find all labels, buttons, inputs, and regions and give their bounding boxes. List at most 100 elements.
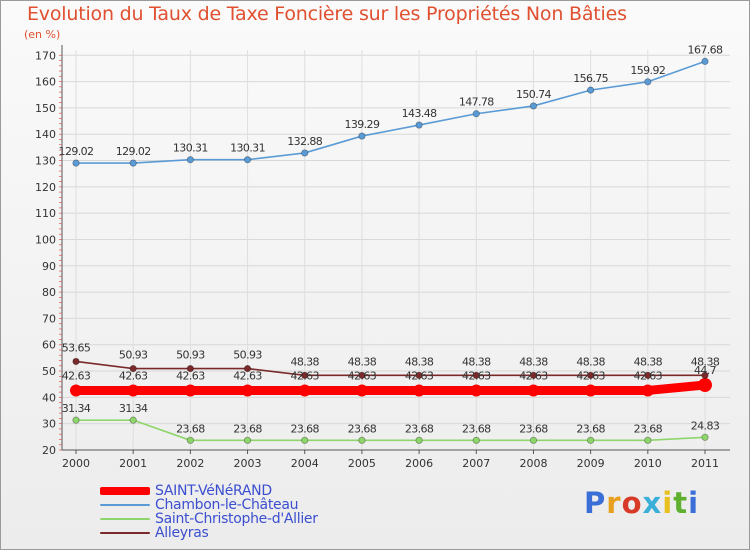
data-point bbox=[355, 384, 368, 397]
chart-unit-label: (en %) bbox=[24, 28, 61, 41]
brand-letter: o bbox=[621, 486, 643, 520]
data-label: 24.83 bbox=[691, 419, 720, 432]
data-point bbox=[72, 416, 80, 424]
data-point bbox=[587, 86, 595, 94]
data-point bbox=[186, 436, 194, 444]
legend-label: SAINT-VéNéRAND bbox=[155, 483, 272, 499]
data-label: 150.74 bbox=[516, 88, 551, 101]
data-label: 42.63 bbox=[634, 369, 663, 382]
data-label: 48.38 bbox=[576, 355, 605, 368]
x-tick-label: 2002 bbox=[176, 457, 204, 470]
series-line bbox=[75, 60, 706, 164]
brand-letter: x bbox=[642, 486, 663, 520]
brand-letter: i bbox=[688, 486, 700, 520]
data-label: 42.63 bbox=[176, 369, 205, 382]
y-tick-label: 50 bbox=[42, 365, 56, 378]
data-point bbox=[472, 436, 480, 444]
data-label: 48.38 bbox=[634, 355, 663, 368]
data-point bbox=[584, 384, 597, 397]
legend-swatch bbox=[100, 518, 150, 520]
x-tick-label: 2011 bbox=[691, 457, 719, 470]
x-tick-label: 2003 bbox=[234, 457, 262, 470]
data-label: 53.65 bbox=[62, 341, 91, 354]
data-point bbox=[641, 384, 654, 397]
data-label: 23.68 bbox=[176, 422, 205, 435]
y-tick-label: 130 bbox=[35, 155, 56, 168]
data-label: 31.34 bbox=[62, 402, 91, 415]
data-point bbox=[72, 357, 80, 366]
data-point bbox=[529, 102, 538, 110]
data-label: 44.7 bbox=[694, 364, 717, 377]
data-point bbox=[701, 57, 709, 65]
legend-swatch bbox=[100, 504, 150, 506]
data-label: 50.93 bbox=[176, 349, 205, 362]
data-label: 50.93 bbox=[119, 349, 148, 362]
data-point bbox=[243, 365, 252, 373]
chart-title: Evolution du Taux de Taxe Foncière sur l… bbox=[27, 3, 627, 25]
data-label: 23.68 bbox=[348, 422, 377, 435]
legend-item: Saint-Christophe-d'Allier bbox=[100, 511, 318, 527]
y-tick-label: 40 bbox=[42, 391, 56, 404]
data-point bbox=[129, 365, 137, 373]
data-label: 130.31 bbox=[173, 142, 208, 155]
y-tick-label: 100 bbox=[35, 233, 56, 246]
data-label: 23.68 bbox=[405, 422, 434, 435]
data-point bbox=[529, 436, 538, 444]
data-label: 42.63 bbox=[405, 369, 434, 382]
data-label: 156.75 bbox=[573, 72, 608, 85]
data-point bbox=[129, 159, 137, 167]
data-point bbox=[698, 378, 712, 392]
data-label: 23.68 bbox=[233, 422, 262, 435]
data-point bbox=[587, 371, 595, 379]
y-tick-label: 20 bbox=[42, 444, 56, 457]
data-point bbox=[701, 371, 709, 379]
data-point bbox=[415, 121, 423, 129]
data-point bbox=[470, 384, 483, 397]
x-tick-label: 2009 bbox=[577, 457, 605, 470]
y-tick-label: 160 bbox=[35, 76, 56, 89]
data-label: 48.38 bbox=[348, 355, 377, 368]
y-tick-label: 70 bbox=[42, 312, 56, 325]
data-label: 143.48 bbox=[402, 107, 437, 120]
data-point bbox=[527, 384, 540, 397]
legend-label: Chambon-le-Château bbox=[155, 497, 299, 513]
data-point bbox=[243, 156, 252, 164]
legend-swatch bbox=[100, 532, 150, 534]
proxiti-logo: Proxiti bbox=[584, 486, 699, 520]
data-label: 23.68 bbox=[576, 422, 605, 435]
x-tick-label: 2000 bbox=[62, 457, 90, 470]
series-line bbox=[75, 360, 706, 377]
data-label: 159.92 bbox=[630, 64, 665, 77]
data-label: 42.63 bbox=[519, 369, 548, 382]
data-label: 42.63 bbox=[576, 369, 605, 382]
legend-label: Saint-Christophe-d'Allier bbox=[155, 511, 318, 527]
data-label: 23.68 bbox=[634, 422, 663, 435]
chart-legend: SAINT-VéNéRAND Chambon-le-Château Saint-Ch… bbox=[100, 483, 318, 541]
data-point bbox=[701, 433, 709, 441]
data-label: 42.63 bbox=[119, 369, 148, 382]
y-tick-label: 140 bbox=[35, 128, 56, 141]
data-point bbox=[243, 436, 252, 444]
data-point bbox=[644, 371, 652, 379]
data-point bbox=[358, 132, 366, 140]
legend-item: Chambon-le-Château bbox=[100, 497, 318, 513]
data-label: 23.68 bbox=[519, 422, 548, 435]
x-tick-label: 2006 bbox=[405, 457, 433, 470]
data-label: 42.63 bbox=[462, 369, 491, 382]
data-point bbox=[472, 371, 480, 379]
data-point bbox=[472, 110, 480, 118]
y-tick-label: 80 bbox=[42, 286, 56, 299]
series-line bbox=[75, 419, 706, 442]
data-point bbox=[301, 371, 309, 379]
data-point bbox=[413, 384, 426, 397]
data-point bbox=[184, 384, 197, 397]
data-label: 48.38 bbox=[290, 355, 319, 368]
data-point bbox=[529, 371, 538, 379]
data-point bbox=[186, 156, 194, 164]
x-tick-label: 2004 bbox=[291, 457, 319, 470]
data-label: 42.63 bbox=[233, 369, 262, 382]
data-label: 48.38 bbox=[405, 355, 434, 368]
data-label: 132.88 bbox=[287, 135, 322, 148]
brand-letter: r bbox=[606, 486, 622, 520]
brand-letter: P bbox=[584, 486, 607, 520]
